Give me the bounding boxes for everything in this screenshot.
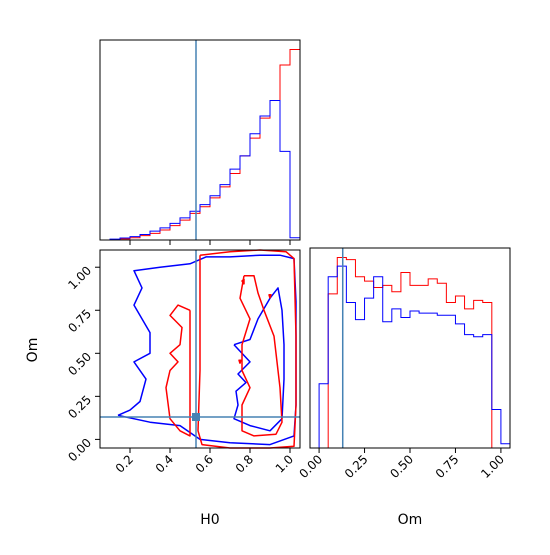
contour-red-outer	[165, 304, 191, 437]
contour-red-inner	[241, 278, 245, 285]
joint-frame	[99, 249, 301, 449]
x-axis-label-om: Om	[398, 512, 423, 528]
joint-contour-lines	[117, 249, 297, 449]
joint-contour-panel: 0.2 0.4 0.6 0.8 1.0 0.000.250.500.751.00 H0 …	[25, 249, 301, 528]
om-hist-red-series	[310, 257, 510, 449]
contour-blue-outer	[117, 254, 297, 446]
contour-red-inner	[238, 359, 242, 364]
joint-truth-lines	[100, 250, 300, 448]
h0-hist-blue-series	[100, 99, 301, 241]
h0-histogram-frame	[99, 39, 301, 241]
om-hist-blue-series	[310, 265, 511, 449]
contour-red-inner	[239, 275, 283, 437]
contour-red-inner	[268, 294, 272, 299]
h0-histogram-panel	[99, 39, 301, 245]
om-histogram-frame	[309, 247, 511, 449]
contour-blue-inner	[233, 287, 285, 432]
y-axis-label-om: Om	[25, 338, 41, 363]
om-histogram-series	[310, 257, 511, 449]
h0-histogram-series	[100, 49, 301, 241]
contour-red-outer	[197, 249, 297, 449]
h0-histogram-xticks	[129, 240, 291, 245]
x-axis-label-h0: H0	[200, 512, 219, 528]
joint-truth-marker	[192, 413, 200, 422]
